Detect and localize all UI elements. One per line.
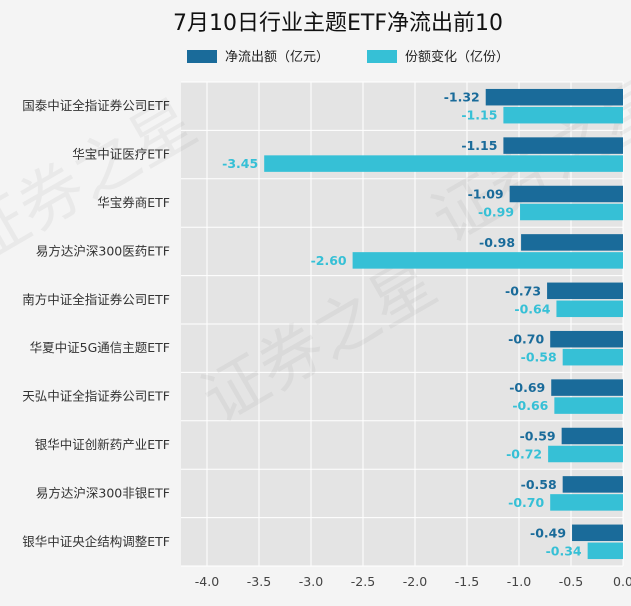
x-tick-label: -1.0: [507, 574, 531, 589]
x-tick-label: -1.5: [455, 574, 479, 589]
data-label: -0.70: [508, 332, 544, 347]
category-labels: 国泰中证全指证券公司ETF 华宝中证医疗ETF 华宝券商ETF 易方达沪深300医药E…: [22, 98, 170, 549]
bar: [554, 397, 623, 414]
data-label: -0.34: [546, 543, 582, 558]
category-label: 天弘中证全指证券公司ETF: [22, 389, 170, 404]
data-label: -0.69: [509, 380, 545, 395]
x-tick-label: -3.5: [247, 574, 271, 589]
data-label: -3.45: [222, 156, 258, 171]
data-label: -0.99: [478, 205, 514, 220]
bar: [503, 106, 623, 124]
bar: [550, 494, 623, 511]
legend-label: 份额变化（亿份）: [405, 49, 509, 65]
x-tick-label: -0.5: [559, 574, 583, 589]
bar: [562, 476, 623, 493]
chart-title: 7月10日行业主题ETF净流出前10: [173, 11, 503, 36]
category-label: 南方中证全指证券公司ETF: [22, 292, 170, 307]
bar: [556, 300, 623, 318]
bar: [509, 185, 623, 203]
bar: [503, 137, 623, 154]
data-labels: -1.32 -1.15 -1.15 -3.45 -1.09 -0.99 -0.98 -2.60…: [222, 90, 582, 559]
bar: [572, 524, 623, 542]
bar: [551, 379, 623, 396]
data-label: -0.66: [512, 398, 548, 413]
data-label: -0.49: [530, 525, 566, 540]
category-label: 易方达沪深300医药ETF: [36, 243, 170, 258]
category-label: 华宝中证医疗ETF: [72, 147, 170, 162]
data-label: -0.70: [508, 495, 544, 510]
data-label: -0.58: [521, 350, 557, 365]
bar: [521, 234, 623, 251]
x-tick-label: 0.0: [613, 574, 631, 589]
bar: [561, 427, 623, 445]
bar: [485, 88, 623, 106]
data-label: -0.58: [521, 477, 557, 492]
data-label: -1.32: [444, 90, 480, 105]
x-axis-ticks: -4.0 -3.5 -3.0 -2.5 -2.0 -1.5 -1.0 -0.5 0.0: [195, 574, 631, 589]
bars: [264, 88, 623, 560]
category-label: 华夏中证5G通信主题ETF: [30, 340, 170, 355]
legend-swatch: [367, 50, 397, 63]
bar: [550, 330, 623, 348]
bar: [547, 282, 623, 300]
bar: [548, 445, 623, 463]
legend-swatch: [187, 50, 217, 63]
data-label: -1.09: [468, 187, 504, 202]
x-tick-label: -4.0: [195, 574, 219, 589]
category-label: 易方达沪深300非银ETF: [36, 485, 170, 500]
legend-label: 净流出额（亿元）: [225, 50, 329, 65]
data-label: -0.72: [506, 447, 542, 462]
category-label: 国泰中证全指证券公司ETF: [22, 98, 170, 113]
bar: [352, 252, 623, 269]
bar: [264, 155, 623, 172]
bar: [520, 203, 623, 221]
data-label: -0.64: [514, 301, 550, 316]
data-label: -1.15: [461, 138, 497, 153]
data-label: -0.59: [520, 429, 556, 444]
bar: [587, 542, 623, 560]
legend: 净流出额（亿元） 份额变化（亿份）: [187, 49, 509, 65]
x-tick-label: -3.0: [299, 574, 323, 589]
data-label: -1.15: [461, 108, 497, 123]
data-label: -0.98: [479, 235, 515, 250]
data-label: -0.73: [505, 283, 541, 298]
category-label: 华宝券商ETF: [97, 195, 170, 210]
category-label: 银华中证创新药产业ETF: [35, 437, 170, 452]
x-tick-label: -2.0: [403, 574, 427, 589]
x-tick-label: -2.5: [351, 574, 375, 589]
data-label: -2.60: [311, 253, 347, 268]
category-label: 银华中证央企结构调整ETF: [22, 534, 170, 549]
bar: [562, 348, 623, 366]
